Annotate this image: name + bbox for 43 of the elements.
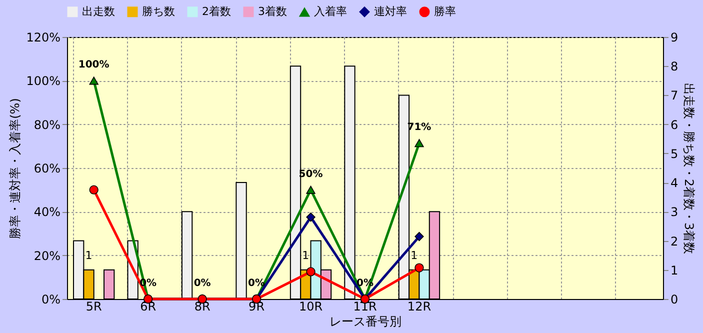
y-tick-label: 100% bbox=[26, 74, 60, 88]
y2-tick-label: 1 bbox=[670, 263, 678, 278]
y-tick-label: 0% bbox=[41, 292, 60, 306]
x-tick-label: 10R bbox=[298, 300, 323, 314]
legend-label: 出走数 bbox=[82, 4, 115, 18]
data-label: 1 bbox=[410, 248, 418, 262]
legend-label: 勝率 bbox=[434, 4, 456, 18]
point bbox=[306, 267, 316, 276]
y2-tick-label: 9 bbox=[670, 30, 678, 44]
y-tick-label: 60% bbox=[34, 162, 60, 176]
y2-tick-label: 3 bbox=[670, 205, 678, 220]
y2-axis-title: 出走数・勝ち数・2着数・3着数 bbox=[682, 82, 696, 254]
legend-label: 連対率 bbox=[374, 4, 407, 18]
y2-tick-label: 8 bbox=[670, 60, 678, 74]
data-label: 1 bbox=[302, 248, 310, 262]
point bbox=[89, 76, 98, 85]
point bbox=[306, 212, 316, 222]
legend-label: 3着数 bbox=[258, 4, 287, 18]
y2-tick-label: 2 bbox=[670, 234, 678, 248]
data-label: 100% bbox=[78, 60, 110, 71]
y-tick-label: 80% bbox=[34, 118, 60, 132]
y-tick-label: 120% bbox=[26, 30, 60, 44]
legend-label: 入着率 bbox=[314, 5, 347, 18]
y2-tick-label: 5 bbox=[670, 146, 678, 161]
point bbox=[414, 139, 424, 148]
y-tick-label: 40% bbox=[34, 205, 60, 220]
legend-label: 勝ち数 bbox=[142, 4, 175, 18]
point bbox=[306, 186, 316, 194]
y2-tick-label: 0 bbox=[670, 292, 678, 306]
y2-tick-label: 4 bbox=[670, 176, 678, 190]
point bbox=[414, 232, 424, 242]
y2-tick-label: 7 bbox=[670, 88, 678, 103]
data-label: 0% bbox=[194, 278, 211, 289]
y-tick-label: 20% bbox=[34, 248, 60, 263]
x-tick-label: 5R bbox=[86, 300, 102, 314]
data-label: 1 bbox=[85, 248, 92, 262]
legend-label: 2着数 bbox=[202, 4, 231, 18]
point bbox=[414, 263, 424, 272]
x-tick-label: 12R bbox=[407, 300, 432, 314]
x-axis-title: レース番号別 bbox=[330, 314, 402, 328]
y2-tick-label: 6 bbox=[670, 118, 678, 132]
y-axis-title: 勝率・連対率・入着率(%) bbox=[8, 98, 22, 239]
point bbox=[89, 185, 98, 194]
